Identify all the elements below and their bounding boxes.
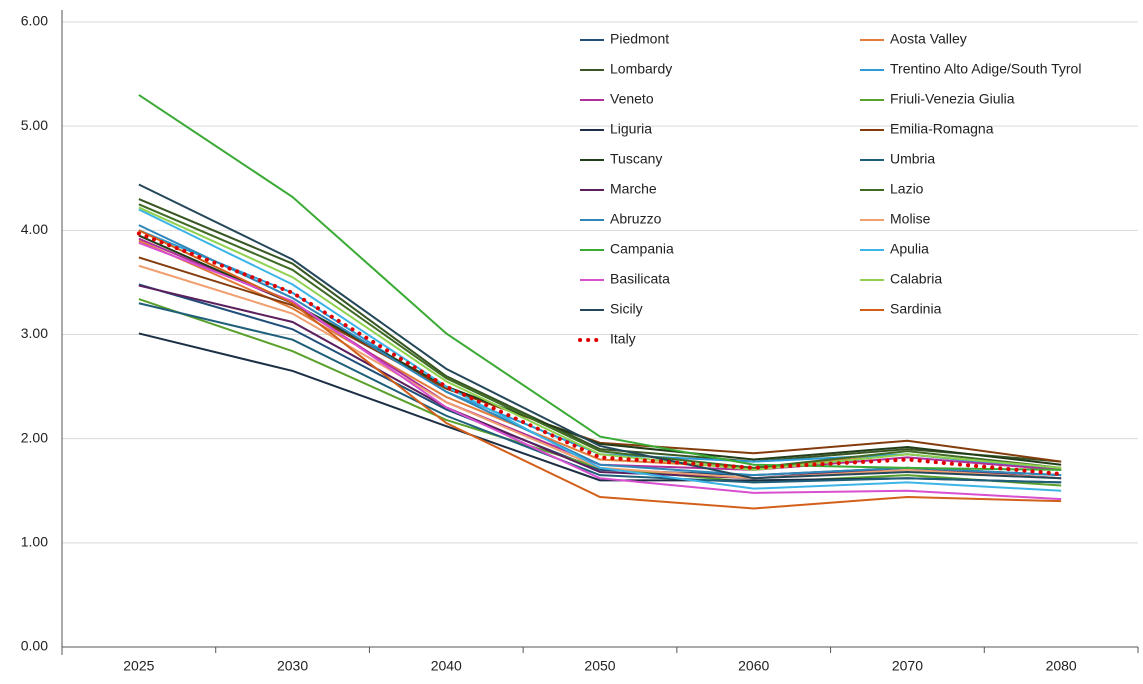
legend-label: Lazio — [890, 181, 924, 197]
series-line — [138, 206, 1062, 471]
legend-label: Liguria — [610, 121, 652, 137]
legend-label: Aosta Valley — [890, 31, 967, 47]
x-tick-label: 2030 — [277, 658, 308, 674]
y-tick-label: 6.00 — [21, 13, 48, 29]
y-tick-label: 3.00 — [21, 325, 48, 341]
x-tick-label: 2080 — [1046, 658, 1077, 674]
x-tick-label: 2070 — [892, 658, 923, 674]
legend-label: Emilia-Romagna — [890, 121, 994, 137]
y-tick-label: 2.00 — [21, 429, 48, 445]
series-line — [138, 241, 1062, 501]
legend-label: Italy — [610, 331, 636, 347]
y-tick-label: 1.00 — [21, 534, 48, 550]
series-line — [138, 298, 1062, 487]
series-line — [138, 198, 1062, 463]
legend-label: Marche — [610, 181, 657, 197]
y-tick-label: 5.00 — [21, 117, 48, 133]
legend-label: Piedmont — [610, 31, 669, 47]
legend-label: Sicily — [610, 301, 643, 317]
legend-label: Trentino Alto Adige/South Tyrol — [890, 61, 1081, 77]
x-tick-label: 2050 — [584, 658, 615, 674]
series-line — [138, 302, 1062, 484]
legend-label: Tuscany — [610, 151, 662, 167]
legend-label: Veneto — [610, 91, 654, 107]
series-line — [138, 183, 1062, 480]
legend-label: Campania — [610, 241, 674, 257]
x-tick-label: 2040 — [431, 658, 462, 674]
legend-label: Lombardy — [610, 61, 672, 77]
legend-label: Sardinia — [890, 301, 942, 317]
series-line — [138, 94, 1062, 471]
legend-label: Umbria — [890, 151, 935, 167]
series-line — [138, 229, 1062, 510]
x-tick-label: 2060 — [738, 658, 769, 674]
series-line — [138, 256, 1062, 463]
legend-label: Abruzzo — [610, 211, 662, 227]
x-tick-label: 2025 — [123, 658, 154, 674]
legend-label: Apulia — [890, 241, 929, 257]
series-line — [138, 208, 1062, 492]
legend-label: Friuli-Venezia Giulia — [890, 91, 1015, 107]
y-tick-label: 0.00 — [21, 638, 48, 654]
legend-label: Molise — [890, 211, 931, 227]
series-line — [138, 229, 1062, 471]
y-tick-label: 4.00 — [21, 221, 48, 237]
legend-label: Basilicata — [610, 271, 670, 287]
series-line — [138, 203, 1062, 469]
legend-label: Calabria — [890, 271, 942, 287]
